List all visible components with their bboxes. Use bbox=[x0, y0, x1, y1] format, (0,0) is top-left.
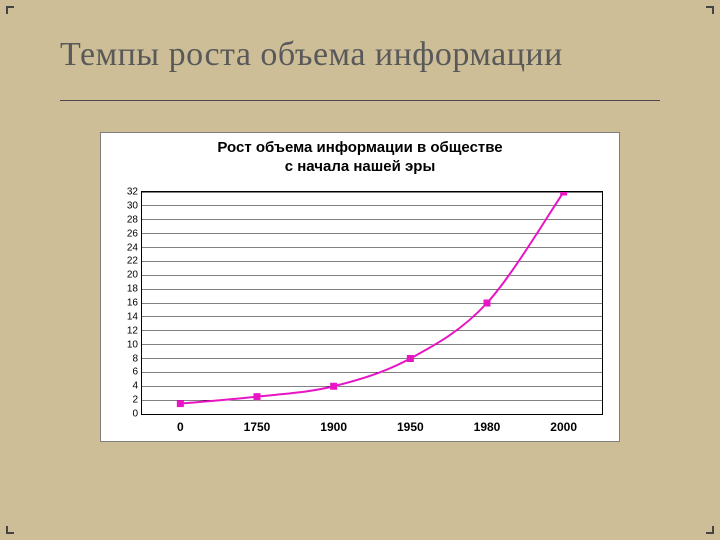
corner-mark-bl bbox=[6, 526, 14, 534]
plot-wrap: 0246810121416182022242628303201750190019… bbox=[141, 191, 603, 415]
heading-rule bbox=[60, 100, 660, 101]
xtick-label: 0 bbox=[177, 414, 184, 434]
ytick-label: 4 bbox=[132, 381, 142, 392]
ytick-label: 14 bbox=[127, 311, 142, 322]
xtick-label: 1750 bbox=[244, 414, 271, 434]
ytick-label: 16 bbox=[127, 298, 142, 309]
plot-area: 0246810121416182022242628303201750190019… bbox=[141, 191, 603, 415]
xtick-label: 2000 bbox=[550, 414, 577, 434]
ytick-label: 30 bbox=[127, 200, 142, 211]
chart-panel: Рост объема информации в обществе с нача… bbox=[100, 132, 620, 442]
chart-title-line2: с начала нашей эры bbox=[285, 158, 436, 175]
ytick-label: 20 bbox=[127, 270, 142, 281]
slide: Темпы роста объема информации Рост объем… bbox=[0, 0, 720, 540]
xtick-label: 1950 bbox=[397, 414, 424, 434]
ytick-label: 8 bbox=[132, 353, 142, 364]
chart-title-line1: Рост объема информации в обществе bbox=[217, 139, 502, 156]
ytick-label: 2 bbox=[132, 395, 142, 406]
ytick-label: 0 bbox=[132, 409, 142, 420]
chart-svg bbox=[142, 192, 602, 414]
ytick-label: 22 bbox=[127, 256, 142, 267]
xtick-label: 1980 bbox=[474, 414, 501, 434]
xtick-label: 1900 bbox=[320, 414, 347, 434]
ytick-label: 10 bbox=[127, 339, 142, 350]
chart-title: Рост объема информации в обществе с нача… bbox=[101, 133, 619, 179]
corner-mark-tr bbox=[706, 6, 714, 14]
corner-mark-tl bbox=[6, 6, 14, 14]
ytick-label: 32 bbox=[127, 187, 142, 198]
ytick-label: 26 bbox=[127, 228, 142, 239]
ytick-label: 28 bbox=[127, 214, 142, 225]
ytick-label: 18 bbox=[127, 284, 142, 295]
corner-mark-br bbox=[706, 526, 714, 534]
ytick-label: 24 bbox=[127, 242, 142, 253]
page-title: Темпы роста объема информации bbox=[60, 36, 660, 74]
ytick-label: 12 bbox=[127, 325, 142, 336]
ytick-label: 6 bbox=[132, 367, 142, 378]
